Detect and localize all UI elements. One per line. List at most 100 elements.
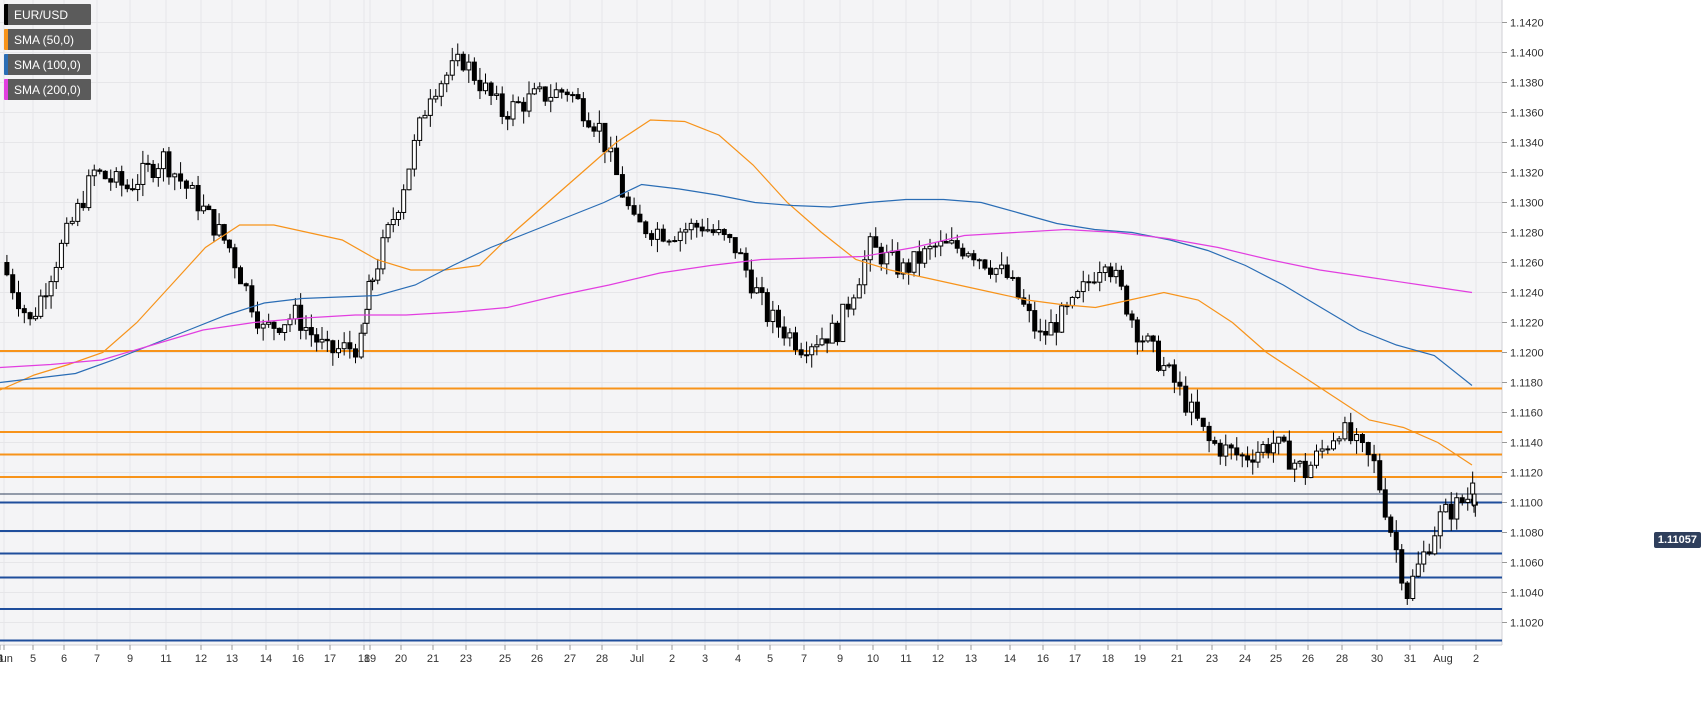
candle-body	[1459, 497, 1465, 503]
candle	[1021, 289, 1027, 307]
candle	[238, 265, 243, 285]
candle-body	[754, 287, 760, 294]
candle	[1286, 430, 1292, 470]
candle-body	[1032, 310, 1038, 332]
candle-body	[873, 236, 879, 248]
candle	[1004, 256, 1010, 280]
candle-body	[1302, 460, 1308, 479]
candle-body	[319, 338, 325, 343]
candle-body	[80, 202, 86, 209]
candle	[1371, 444, 1377, 474]
candle-body	[1382, 489, 1388, 518]
candle	[721, 228, 727, 241]
candle-body	[932, 245, 938, 248]
candle	[1032, 301, 1038, 339]
y-tick-label: 1.1120	[1510, 468, 1543, 480]
candle	[932, 242, 938, 258]
candle-body	[927, 245, 933, 250]
candle	[211, 209, 217, 243]
x-tick-label: 25	[1270, 653, 1282, 665]
candle	[1064, 301, 1070, 315]
candle	[477, 67, 483, 100]
candle	[531, 82, 537, 96]
candle	[654, 222, 660, 253]
candle-body	[1239, 454, 1245, 457]
candle-body	[483, 82, 488, 92]
candle	[1161, 356, 1167, 377]
candle	[97, 168, 103, 175]
candle-body	[1129, 313, 1135, 321]
candle	[510, 94, 516, 127]
candle-body	[347, 342, 353, 350]
candle-body	[145, 162, 151, 165]
candle-body	[314, 334, 320, 343]
candle	[1140, 335, 1146, 351]
candle	[195, 175, 201, 221]
candle-body	[1234, 447, 1240, 456]
candle-body	[542, 86, 548, 102]
candle	[1377, 453, 1383, 493]
candle	[716, 220, 722, 236]
candle	[1234, 437, 1240, 461]
candle	[135, 174, 141, 202]
candle-body	[548, 96, 554, 102]
candle-body	[292, 304, 298, 320]
candle	[1325, 445, 1331, 454]
candle	[1156, 335, 1161, 372]
candle	[150, 160, 156, 183]
candle-body	[738, 252, 744, 255]
candle	[155, 163, 161, 187]
legend-sma-200[interactable]: SMA (200,0)	[4, 79, 91, 100]
candle-body	[1086, 281, 1092, 284]
candle	[260, 319, 266, 341]
candle-body	[195, 184, 201, 212]
legend-eurusd[interactable]: EUR/USD	[4, 4, 91, 25]
candle-body	[834, 322, 840, 343]
y-tick-label: 1.1180	[1510, 378, 1543, 390]
sma-line-200	[0, 228, 1473, 369]
candle	[444, 72, 450, 93]
candle	[1212, 436, 1218, 446]
candle-body	[1118, 269, 1124, 287]
x-tick-label: 11	[900, 653, 911, 665]
candle-body	[130, 188, 136, 191]
candle-body	[672, 240, 678, 243]
candle	[226, 239, 232, 253]
candle-body	[575, 94, 581, 100]
candle-body	[160, 151, 166, 170]
x-tick-label: 6	[61, 653, 67, 665]
candle	[1239, 452, 1245, 468]
x-tick-label: 19	[364, 653, 376, 665]
candle	[683, 222, 689, 245]
candle-body	[460, 53, 466, 71]
x-tick-label: 2	[1473, 653, 1479, 665]
candle-body	[1292, 462, 1298, 470]
candle-body	[226, 239, 232, 249]
candle	[1015, 276, 1021, 300]
candle	[586, 112, 592, 129]
candle	[542, 86, 548, 106]
candle-body	[260, 323, 266, 329]
candle-body	[172, 173, 178, 178]
candle	[537, 82, 543, 93]
candle-body	[732, 237, 738, 254]
candle	[526, 81, 532, 118]
x-tick-label: 12	[195, 653, 207, 665]
legend-sma-100[interactable]: SMA (100,0)	[4, 54, 91, 75]
x-tick-label: 9	[837, 653, 843, 665]
y-tick-label: 1.1380	[1510, 78, 1544, 90]
candle	[608, 136, 614, 162]
candle-body	[238, 267, 243, 285]
candle-body	[884, 252, 890, 265]
candle	[1331, 432, 1336, 451]
legend-sma-50[interactable]: SMA (50,0)	[4, 29, 91, 50]
candle	[1297, 460, 1303, 468]
candle	[86, 169, 92, 211]
candle-body	[91, 169, 97, 177]
candle	[748, 259, 754, 299]
x-tick-label: 3	[702, 653, 708, 665]
candle	[370, 277, 376, 291]
candle	[341, 332, 347, 356]
candle-body	[1037, 330, 1043, 333]
